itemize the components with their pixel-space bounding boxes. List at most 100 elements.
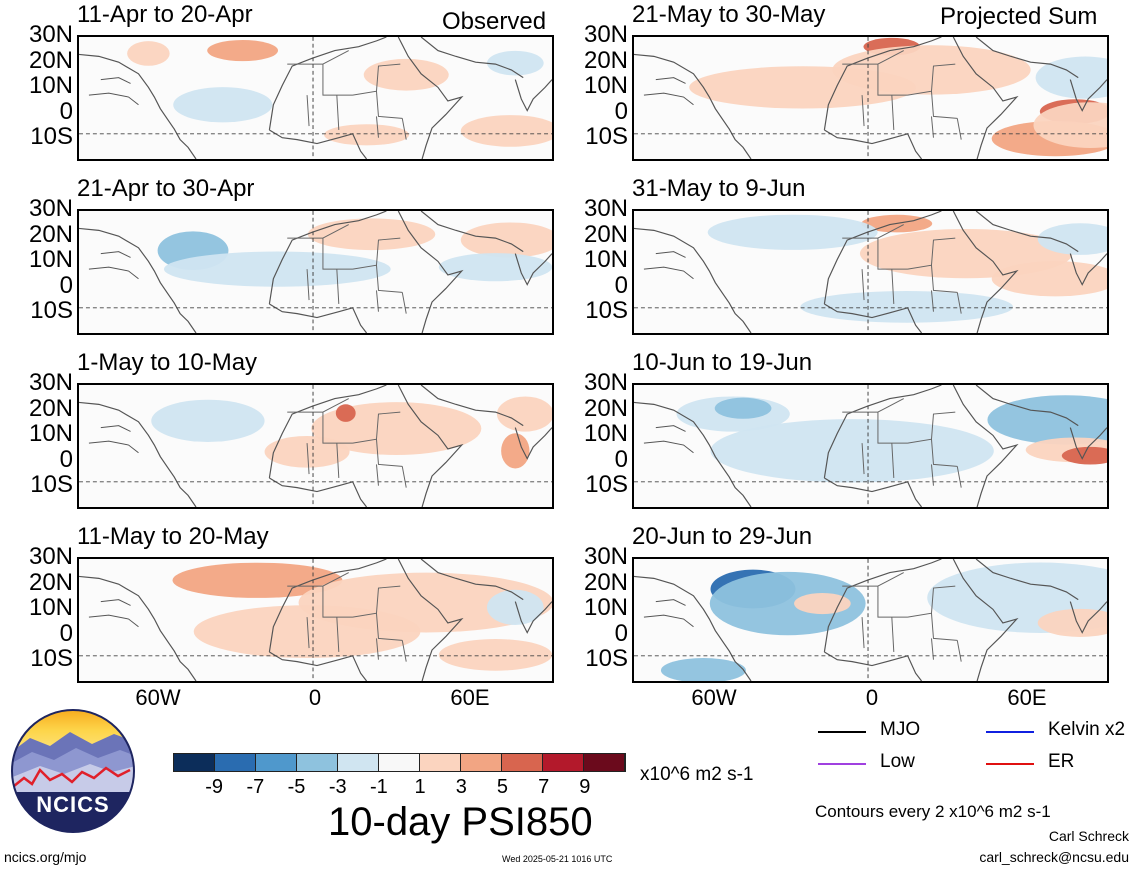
- lat-tick-label: 30N: [28, 21, 73, 48]
- anomaly-region: [335, 404, 356, 422]
- legend-label: Low: [880, 751, 915, 772]
- lat-tick-label: 0: [614, 445, 628, 473]
- anomaly-region: [710, 419, 994, 483]
- anomaly-region: [363, 58, 449, 91]
- anomaly-region: [660, 658, 746, 681]
- contour-note: Contours every 2 x10^6 m2 s-1: [815, 802, 1051, 821]
- anomaly-region: [460, 222, 552, 258]
- author-email: carl_schreck@ncsu.edu: [979, 849, 1129, 865]
- lat-tick-label: 20N: [583, 394, 628, 422]
- website-link[interactable]: ncics.org/mjo: [4, 849, 87, 865]
- lat-tick-label: 20N: [583, 568, 628, 596]
- lon-tick-label: 0: [865, 685, 879, 710]
- observed-map: [77, 35, 554, 161]
- lat-tick-label: 10S: [30, 123, 73, 150]
- lat-tick-label: 30N: [28, 543, 73, 570]
- projected-map: [632, 35, 1109, 161]
- anomaly-region: [172, 562, 343, 598]
- lat-tick-label: 20N: [28, 568, 73, 596]
- lat-tick-label: 20N: [583, 220, 628, 248]
- lat-tick-label: 0: [614, 97, 628, 125]
- anomaly-region: [127, 41, 170, 66]
- colorbar-tick-label: -3: [328, 776, 347, 798]
- lat-tick-label: 0: [59, 619, 73, 647]
- lat-tick-label: 10N: [28, 72, 73, 99]
- panel-title: 20-Jun to 29-Jun: [632, 523, 813, 550]
- author-name: Carl Schreck: [1048, 828, 1129, 844]
- anomaly-region: [991, 261, 1107, 297]
- legend-line-kelvin-x2: [986, 731, 1034, 733]
- anomaly-region: [1061, 446, 1107, 465]
- projected-map: [632, 209, 1109, 335]
- legend-label: Kelvin x2: [1048, 719, 1126, 740]
- lat-tick-label: 0: [614, 271, 628, 299]
- lat-tick-label: 10N: [583, 594, 628, 621]
- lat-tick-label: 20N: [28, 394, 73, 422]
- anomaly-region: [151, 399, 265, 442]
- lat-tick-label: 10N: [28, 246, 73, 273]
- lat-tick-label: 0: [614, 619, 628, 647]
- lat-tick-label: 30N: [28, 195, 73, 222]
- panel-title: 31-May to 9-Jun: [632, 175, 806, 202]
- tag-observed: Observed: [442, 8, 547, 35]
- observed-map: [77, 557, 554, 683]
- lat-tick-label: 10S: [30, 645, 73, 672]
- lat-tick-label: 10S: [585, 123, 628, 150]
- anomaly-region: [714, 397, 772, 419]
- panel-title: 1-May to 10-May: [77, 349, 258, 376]
- colorbar-tick-label: 1: [414, 776, 426, 798]
- lat-tick-label: 10S: [585, 297, 628, 324]
- anomaly-region: [486, 50, 544, 76]
- colorbar: [173, 753, 626, 772]
- logo-text: NCICS: [36, 792, 110, 817]
- observed-map: [77, 383, 554, 509]
- anomaly-region: [794, 592, 851, 615]
- colorbar-swatch: [461, 754, 502, 771]
- colorbar-tick-label: 5: [496, 776, 509, 798]
- colorbar-tick-label: 9: [579, 776, 591, 798]
- lat-tick-label: 10N: [28, 420, 73, 447]
- anomaly-region: [709, 571, 866, 636]
- colorbar-units: x10^6 m2 s-1: [640, 764, 754, 785]
- colorbar-swatch: [174, 754, 215, 771]
- legend-label: ER: [1048, 751, 1075, 772]
- observed-map: [77, 209, 554, 335]
- lat-tick-label: 0: [59, 97, 73, 125]
- colorbar-tick-label: 3: [455, 776, 467, 798]
- anomaly-region: [1033, 102, 1107, 148]
- legend-line-er: [986, 763, 1034, 765]
- colorbar-swatch: [256, 754, 297, 771]
- anomaly-region: [173, 87, 273, 123]
- lat-tick-label: 30N: [583, 543, 628, 570]
- lat-tick-label: 20N: [28, 46, 73, 74]
- colorbar-tick-label: -9: [205, 776, 224, 798]
- main-title: 10-day PSI850: [328, 800, 593, 844]
- legend-line-mjo: [818, 731, 866, 733]
- panel-title: 10-Jun to 19-Jun: [632, 349, 813, 376]
- colorbar-swatch: [420, 754, 461, 771]
- lat-tick-label: 10N: [583, 72, 628, 99]
- lat-tick-label: 10N: [583, 246, 628, 273]
- lon-tick-label: 60W: [691, 685, 737, 710]
- tag-projected-sum: Projected Sum: [940, 3, 1098, 30]
- colorbar-tick-label: -1: [370, 776, 388, 798]
- anomaly-region: [501, 433, 530, 469]
- anomaly-region: [207, 39, 279, 62]
- lat-tick-label: 10S: [585, 471, 628, 498]
- lat-tick-label: 10N: [583, 420, 628, 447]
- lat-tick-label: 30N: [28, 369, 73, 396]
- panel-title: 11-May to 20-May: [77, 523, 269, 550]
- anomaly-region: [1035, 56, 1107, 99]
- anomaly-region: [800, 291, 1013, 323]
- lat-tick-label: 10N: [28, 594, 73, 621]
- anomaly-region: [264, 435, 350, 468]
- anomaly-region: [707, 214, 878, 250]
- colorbar-tick-label: -7: [246, 776, 265, 798]
- ncics-logo: NCICS: [10, 708, 136, 834]
- lat-tick-label: 30N: [583, 21, 628, 48]
- anomaly-region: [324, 124, 410, 146]
- lat-tick-label: 20N: [583, 46, 628, 74]
- lat-tick-label: 20N: [28, 220, 73, 248]
- anomaly-region: [438, 253, 552, 282]
- legend-label: MJO: [880, 719, 921, 740]
